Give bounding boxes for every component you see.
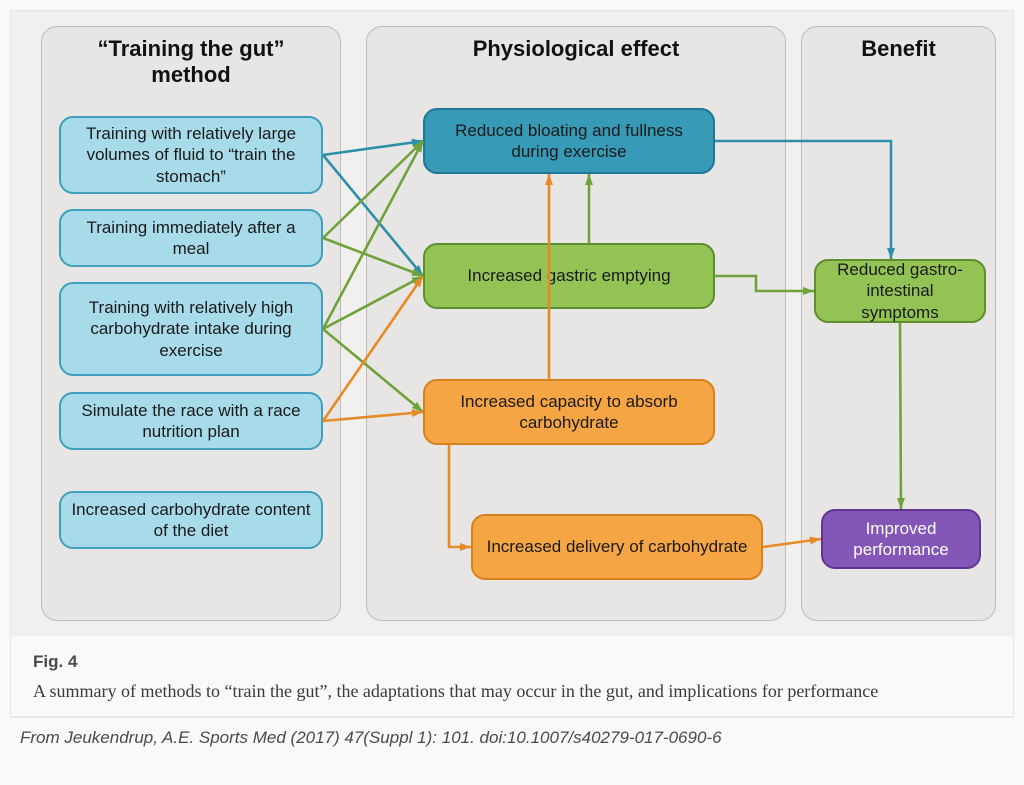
node-b1: Reduced gastro-intestinal symptoms [814, 259, 986, 323]
node-b2: Improved performance [821, 509, 981, 569]
node-m4: Simulate the race with a race nutrition … [59, 392, 323, 450]
caption-block: Fig. 4 A summary of methods to “train th… [11, 636, 1013, 716]
node-e1: Reduced bloating and fullness during exe… [423, 108, 715, 174]
panel-methods-title: “Training the gut” method [41, 36, 341, 89]
panel-effects-title: Physiological effect [366, 36, 786, 62]
node-m1: Training with relatively large volumes o… [59, 116, 323, 194]
node-m5: Increased carbohydrate content of the di… [59, 491, 323, 549]
figure-caption: A summary of methods to “train the gut”,… [33, 678, 991, 706]
panel-benefit-title: Benefit [801, 36, 996, 62]
diagram-area: “Training the gut” method Physiological e… [11, 11, 1013, 636]
node-e2: Increased gastric emptying [423, 243, 715, 309]
figure-source: From Jeukendrup, A.E. Sports Med (2017) … [10, 717, 1014, 756]
node-e3: Increased capacity to absorb carbohydrat… [423, 379, 715, 445]
figure-label: Fig. 4 [33, 652, 991, 672]
figure-container: “Training the gut” method Physiological e… [10, 10, 1014, 717]
node-e4: Increased delivery of carbohydrate [471, 514, 763, 580]
node-m3: Training with relatively high carbohydra… [59, 282, 323, 376]
node-m2: Training immediately after a meal [59, 209, 323, 267]
